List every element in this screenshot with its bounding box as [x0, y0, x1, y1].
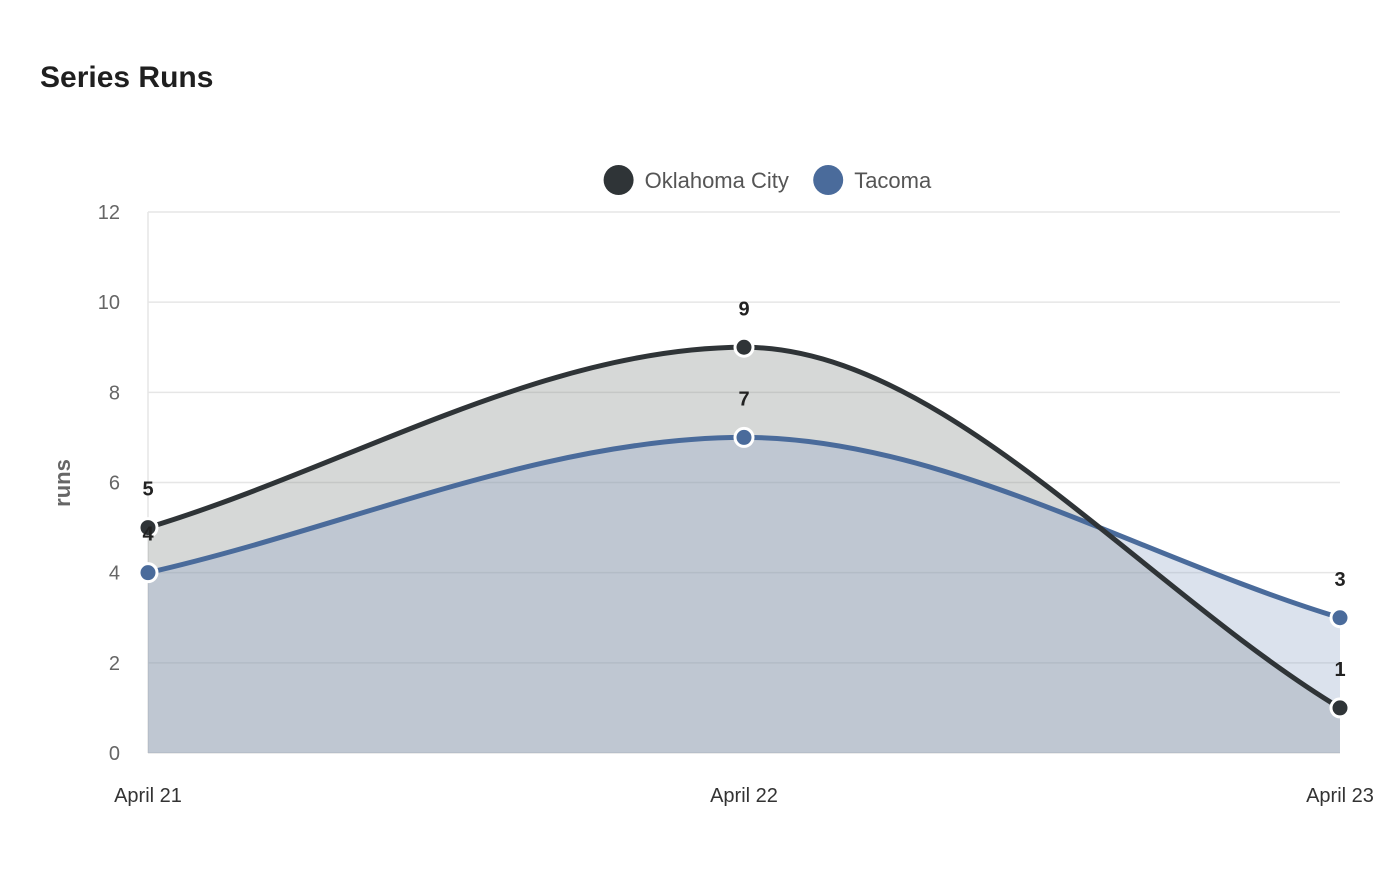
y-tick-label: 10	[98, 292, 120, 314]
series-areas	[148, 347, 1340, 753]
x-axis: April 21 April 22 April 23	[114, 785, 1374, 807]
legend-marker-tacoma	[813, 165, 844, 195]
point-oklahoma-city-april-23[interactable]	[1329, 697, 1351, 719]
data-points	[137, 336, 1351, 719]
legend-label: Oklahoma City	[645, 168, 789, 193]
legend-item-tacoma[interactable]: Tacoma	[813, 165, 932, 195]
legend-item-oklahoma-city[interactable]: Oklahoma City	[603, 165, 789, 195]
data-labels: 4 7 3 5 9 1	[142, 298, 1345, 681]
y-axis: 0 2 4 6 8 10 12	[98, 202, 149, 765]
legend-label: Tacoma	[854, 168, 932, 193]
y-tick-label: 12	[98, 202, 120, 224]
y-tick-label: 0	[109, 743, 120, 765]
y-tick-label: 4	[109, 563, 120, 585]
data-label-oklahoma-city-april-22: 9	[738, 298, 749, 320]
point-oklahoma-city-april-22[interactable]	[733, 336, 755, 358]
data-label-tacoma-april-21: 4	[142, 524, 154, 546]
y-tick-label: 2	[109, 653, 120, 675]
chart-title: Series Runs	[40, 61, 214, 94]
data-label-oklahoma-city-april-21: 5	[142, 479, 153, 501]
point-tacoma-april-23[interactable]	[1329, 607, 1351, 629]
grid-lines	[148, 211, 1340, 754]
y-tick-label: 8	[109, 382, 120, 404]
point-tacoma-april-21[interactable]	[137, 562, 159, 584]
data-label-oklahoma-city-april-23: 1	[1334, 659, 1345, 681]
y-tick-label: 6	[109, 473, 120, 495]
x-tick-label: April 23	[1306, 785, 1374, 807]
data-label-tacoma-april-22: 7	[738, 388, 749, 410]
area-oklahoma-city	[148, 347, 1340, 753]
data-label-tacoma-april-23: 3	[1334, 569, 1345, 591]
legend: Oklahoma City Tacoma	[603, 165, 932, 195]
y-axis-title: runs	[50, 459, 75, 507]
legend-marker-oklahoma-city	[603, 165, 634, 195]
x-tick-label: April 21	[114, 785, 182, 807]
point-tacoma-april-22[interactable]	[733, 426, 755, 448]
x-tick-label: April 22	[710, 785, 778, 807]
area-tacoma	[148, 437, 1340, 753]
point-oklahoma-city-april-21[interactable]	[137, 517, 159, 539]
